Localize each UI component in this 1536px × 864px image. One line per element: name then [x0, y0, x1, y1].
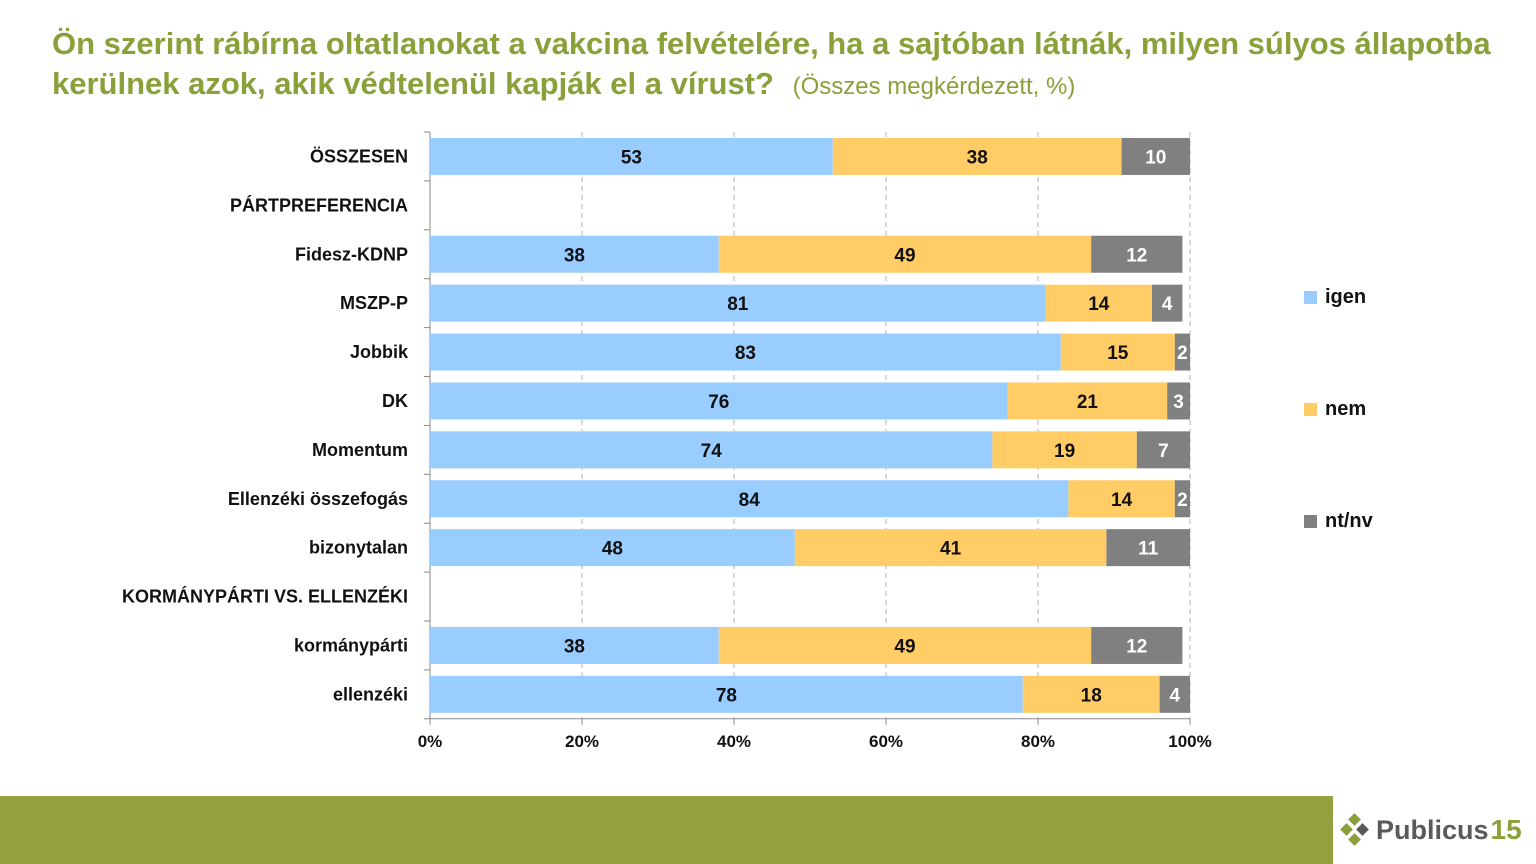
bar-segment-nem — [794, 529, 1107, 567]
legend-swatch-ntnv — [1304, 515, 1317, 528]
bar-segment-nem — [992, 431, 1137, 469]
data-label: 7 — [1158, 441, 1169, 462]
bar-segment-ntnv — [1121, 137, 1190, 175]
legend-swatch-igen — [1304, 291, 1317, 304]
footer-bar — [0, 796, 1333, 864]
bar-segment-igen — [430, 480, 1069, 518]
data-label: 38 — [564, 245, 585, 266]
bar-segment-ntnv — [1091, 235, 1183, 273]
publicus-logo: Publicus 15 — [1340, 808, 1530, 852]
bar-segment-nem — [1060, 333, 1175, 371]
bar-segment-nem — [1007, 382, 1168, 420]
data-label: 49 — [894, 636, 915, 657]
data-label: 3 — [1173, 392, 1184, 413]
data-label: 12 — [1126, 245, 1147, 266]
category-label: PÁRTPREFERENCIA — [230, 194, 408, 215]
bar-segment-nem — [1022, 675, 1160, 713]
legend-item-igen: igen — [1304, 286, 1366, 309]
chart-subtitle: (Összes megkérdezett, %) — [792, 73, 1076, 100]
data-label: 4 — [1162, 294, 1173, 315]
category-label: MSZP-P — [340, 293, 408, 313]
bar-segment-ntnv — [1106, 529, 1190, 567]
data-label: 74 — [701, 441, 723, 462]
data-label: 78 — [716, 685, 737, 706]
chart-title-main: Ön szerint rábírna oltatlanokat a vakcin… — [52, 26, 1491, 101]
data-label: 49 — [894, 245, 915, 266]
bar-segment-igen — [430, 626, 719, 664]
logo-number: 15 — [1490, 814, 1522, 845]
bar-segment-nem — [1068, 480, 1175, 518]
bar-segment-ntnv — [1174, 333, 1190, 371]
bar-segment-igen — [430, 284, 1046, 322]
bar-segment-nem — [1045, 284, 1152, 322]
data-label: 83 — [735, 343, 756, 364]
category-label: Ellenzéki összefogás — [228, 489, 408, 509]
bar-segment-igen — [430, 382, 1008, 420]
bar-segment-ntnv — [1091, 626, 1183, 664]
data-label: 14 — [1088, 294, 1110, 315]
logo-text: Publicus — [1376, 814, 1489, 845]
data-label: 53 — [621, 147, 642, 168]
category-label: DK — [382, 391, 408, 411]
data-label: 10 — [1145, 147, 1166, 168]
bar-segment-ntnv — [1159, 675, 1190, 713]
bar-segment-igen — [430, 235, 719, 273]
legend-label-nem: nem — [1325, 398, 1367, 420]
x-tick-label: 60% — [869, 732, 903, 751]
data-label: 12 — [1126, 636, 1147, 657]
bar-segment-igen — [430, 137, 833, 175]
bar-segment-ntnv — [1152, 284, 1183, 322]
bar-segment-ntnv — [1174, 480, 1190, 518]
chart-title: Ön szerint rábírna oltatlanokat a vakcin… — [52, 24, 1492, 107]
bar-segment-igen — [430, 529, 795, 567]
category-label: ellenzéki — [333, 684, 408, 704]
category-label: Momentum — [312, 440, 408, 460]
bar-segment-igen — [430, 333, 1061, 371]
logo-diamond-icon — [1340, 813, 1369, 846]
category-label: KORMÁNYPÁRTI VS. ELLENZÉKI — [122, 586, 408, 607]
bar-segment-ntnv — [1136, 431, 1190, 469]
data-label: 18 — [1081, 685, 1102, 706]
x-tick-label: 20% — [565, 732, 599, 751]
data-label: 14 — [1111, 490, 1133, 511]
x-tick-label: 0% — [418, 732, 443, 751]
data-label: 11 — [1138, 539, 1159, 560]
data-label: 38 — [564, 636, 585, 657]
data-label: 38 — [967, 147, 988, 168]
data-label: 76 — [708, 392, 729, 413]
data-label: 2 — [1177, 343, 1188, 364]
x-tick-label: 100% — [1168, 732, 1211, 751]
x-tick-label: 80% — [1021, 732, 1055, 751]
category-label: kormánypárti — [294, 635, 408, 655]
bar-segment-nem — [718, 626, 1092, 664]
x-tick-label: 40% — [717, 732, 751, 751]
data-label: 21 — [1077, 392, 1099, 413]
data-label: 19 — [1054, 441, 1075, 462]
stacked-bar-chart: 0% 20% 40% 60% 80% 100% ÖSSZESEN 53 38 10 PÁRTPREF… — [122, 131, 1212, 751]
data-label: 15 — [1107, 343, 1129, 364]
data-label: 4 — [1170, 685, 1181, 706]
bar-segment-ntnv — [1167, 382, 1190, 420]
bar-segment-igen — [430, 431, 993, 469]
data-label: 81 — [727, 294, 749, 315]
bar-segment-nem — [718, 235, 1092, 273]
category-label: Jobbik — [350, 342, 409, 362]
data-label: 41 — [940, 539, 962, 560]
legend-label-ntnv: nt/nv — [1325, 510, 1373, 532]
category-label: bizonytalan — [309, 538, 408, 558]
legend-item-nem: nem — [1304, 398, 1366, 421]
category-label: ÖSSZESEN — [310, 146, 408, 166]
legend-item-ntnv: nt/nv — [1304, 510, 1373, 533]
bar-segment-nem — [832, 137, 1122, 175]
legend-swatch-nem — [1304, 403, 1317, 416]
category-label: Fidesz-KDNP — [295, 244, 408, 264]
legend-label-igen: igen — [1325, 286, 1367, 308]
bar-segment-igen — [430, 675, 1023, 713]
data-label: 84 — [739, 490, 761, 511]
data-label: 2 — [1177, 490, 1188, 511]
data-label: 48 — [602, 539, 623, 560]
